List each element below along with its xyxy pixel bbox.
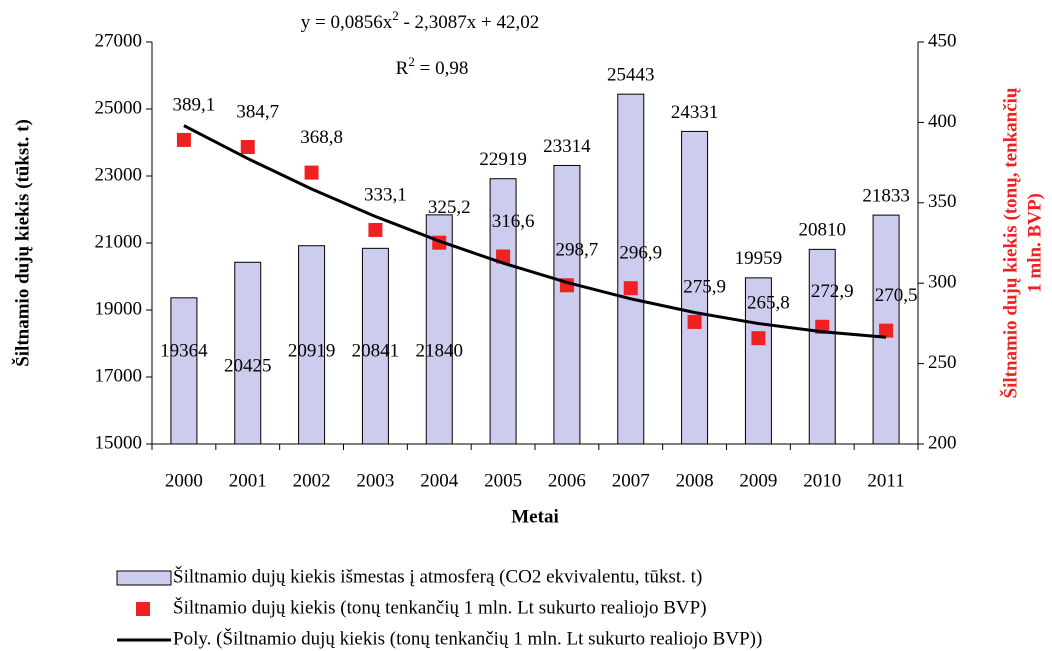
y2-tick-label: 200: [928, 432, 957, 453]
point: [879, 323, 894, 338]
eq-sup: 2: [392, 8, 399, 23]
y-tick-label: 17000: [95, 365, 143, 386]
legend-label: Šiltnamio dujų kiekis išmestas į atmosfe…: [173, 565, 702, 587]
bar-label: 19364: [160, 340, 208, 361]
y2-tick-label: 300: [928, 272, 957, 293]
point-label: 368,8: [300, 127, 343, 148]
point-label: 265,8: [747, 293, 790, 314]
x-tick-label: 2011: [867, 470, 904, 491]
point: [623, 281, 638, 296]
y2-tick-label: 400: [928, 111, 957, 132]
r-sup: 2: [408, 54, 415, 69]
bar-label: 20425: [224, 355, 272, 376]
bar-label: 21833: [862, 185, 910, 206]
y-tick-label: 23000: [95, 164, 143, 185]
bar: [617, 93, 645, 445]
x-tick-label: 2010: [803, 470, 841, 491]
y2-tick-label: 350: [928, 191, 957, 212]
point-label: 270,5: [875, 285, 918, 306]
point-label: 333,1: [364, 184, 407, 205]
x-tick-label: 2002: [293, 470, 331, 491]
bar: [170, 297, 198, 445]
point-label: 298,7: [556, 240, 599, 261]
point: [304, 165, 319, 180]
x-tick-label: 2005: [484, 470, 522, 491]
x-tick-label: 2006: [548, 470, 586, 491]
y-tick-label: 15000: [95, 432, 143, 453]
bar-label: 23314: [543, 136, 591, 157]
point: [176, 132, 191, 147]
x-tick-label: 2007: [612, 470, 650, 491]
r-part: R: [396, 58, 409, 79]
x-axis-label: Metai: [511, 506, 558, 527]
bar: [553, 164, 581, 445]
x-tick-label: 2004: [420, 470, 459, 491]
x-tick-label: 2009: [739, 470, 777, 491]
x-tick-label: 2003: [356, 470, 394, 491]
eq-part: y = 0,0856x: [301, 12, 393, 33]
point-label: 325,2: [428, 197, 471, 218]
trend-line: [183, 124, 887, 339]
point-label: 389,1: [173, 94, 216, 115]
point: [496, 249, 511, 264]
r-part: = 0,98: [415, 58, 468, 79]
eq-part: - 2,3087x + 42,02: [399, 12, 540, 33]
legend-swatch: [116, 570, 172, 586]
legend-label: Šiltnamio dujų kiekis (tonų tenkančių 1 …: [173, 596, 707, 618]
y2-axis-label: Šiltnamio dujų kiekis (tonų, tenkančių: [999, 87, 1021, 398]
y2-axis-label: 1 mln. BVP): [1024, 193, 1045, 293]
y-tick-label: 25000: [95, 97, 143, 118]
bar: [361, 247, 389, 445]
y-axis-label: Šiltnamio dujų kiekis (tūkst. t): [11, 119, 33, 367]
r-squared: R2 = 0,98: [396, 54, 469, 79]
point-label: 296,9: [619, 243, 662, 264]
bar: [489, 178, 517, 445]
point-label: 275,9: [683, 276, 726, 297]
bar: [298, 245, 326, 445]
bar-label: 20841: [352, 340, 400, 361]
bar-label: 19959: [735, 248, 783, 269]
point: [751, 331, 766, 346]
y2-tick-label: 450: [928, 30, 957, 51]
legend-label: Poly. (Šiltnamio dujų kiekis (tonų tenka…: [173, 627, 762, 649]
bar: [425, 214, 453, 445]
x-tick-label: 2000: [165, 470, 203, 491]
legend-swatch: [136, 602, 150, 616]
y2-tick-label: 250: [928, 352, 957, 373]
bar: [234, 261, 262, 445]
bar-label: 20810: [799, 220, 847, 241]
point-label: 272,9: [811, 281, 854, 302]
y-tick-label: 19000: [95, 298, 143, 319]
bar-label: 25443: [607, 65, 655, 86]
bar-label: 21840: [416, 340, 464, 361]
point: [368, 222, 383, 237]
point: [687, 314, 702, 329]
bar-label: 22919: [479, 149, 527, 170]
point: [240, 140, 255, 155]
y-tick-label: 27000: [95, 30, 143, 51]
bar-label: 20919: [288, 340, 336, 361]
bar: [808, 248, 836, 445]
bar: [681, 130, 709, 445]
y-tick-label: 21000: [95, 231, 143, 252]
bar: [744, 277, 772, 445]
x-tick-label: 2008: [676, 470, 714, 491]
point-label: 316,6: [492, 211, 535, 232]
point-label: 384,7: [236, 101, 279, 122]
bar-label: 24331: [671, 102, 719, 123]
x-tick-label: 2001: [229, 470, 267, 491]
equation: y = 0,0856x2 - 2,3087x + 42,02: [301, 8, 540, 33]
